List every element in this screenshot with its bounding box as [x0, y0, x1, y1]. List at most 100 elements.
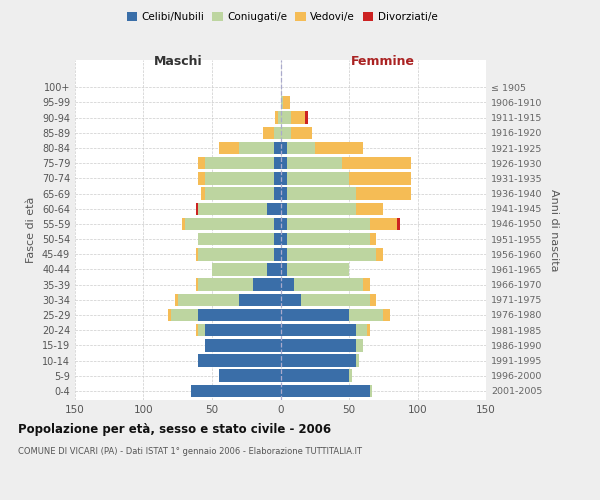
- Bar: [281, 384, 370, 397]
- Bar: [370, 384, 372, 397]
- Text: Femmine: Femmine: [351, 54, 415, 68]
- Y-axis label: Fasce di età: Fasce di età: [26, 197, 36, 263]
- Bar: [274, 126, 281, 139]
- Bar: [205, 188, 274, 200]
- Bar: [349, 309, 383, 321]
- Bar: [287, 188, 356, 200]
- Bar: [292, 126, 312, 139]
- Bar: [292, 112, 305, 124]
- Bar: [267, 202, 281, 215]
- Bar: [212, 263, 267, 276]
- Bar: [305, 112, 308, 124]
- Bar: [281, 96, 283, 108]
- Bar: [281, 263, 287, 276]
- Bar: [205, 157, 274, 170]
- Bar: [196, 278, 198, 291]
- Y-axis label: Anni di nascita: Anni di nascita: [549, 188, 559, 271]
- Bar: [274, 172, 281, 184]
- Bar: [370, 294, 376, 306]
- Bar: [274, 218, 281, 230]
- Bar: [239, 142, 274, 154]
- Bar: [281, 157, 287, 170]
- Bar: [342, 157, 410, 170]
- Bar: [383, 309, 390, 321]
- Bar: [287, 142, 315, 154]
- Bar: [219, 370, 281, 382]
- Bar: [275, 112, 278, 124]
- Bar: [281, 126, 292, 139]
- Bar: [356, 354, 359, 367]
- Bar: [274, 233, 281, 245]
- Bar: [281, 339, 356, 351]
- Bar: [219, 142, 239, 154]
- Bar: [281, 309, 349, 321]
- Bar: [356, 339, 363, 351]
- Bar: [281, 112, 292, 124]
- Bar: [274, 188, 281, 200]
- Bar: [198, 248, 274, 260]
- Bar: [287, 263, 349, 276]
- Bar: [205, 172, 274, 184]
- Bar: [370, 233, 376, 245]
- Bar: [263, 126, 274, 139]
- Bar: [287, 202, 356, 215]
- Bar: [205, 324, 281, 336]
- Bar: [294, 278, 363, 291]
- Bar: [349, 172, 410, 184]
- Bar: [196, 202, 198, 215]
- Bar: [356, 202, 383, 215]
- Bar: [198, 354, 281, 367]
- Bar: [205, 339, 281, 351]
- Bar: [283, 96, 290, 108]
- Bar: [281, 218, 287, 230]
- Bar: [199, 172, 205, 184]
- Bar: [175, 294, 178, 306]
- Bar: [287, 233, 370, 245]
- Bar: [198, 278, 253, 291]
- Bar: [356, 324, 367, 336]
- Bar: [199, 157, 205, 170]
- Bar: [198, 309, 281, 321]
- Bar: [281, 188, 287, 200]
- Bar: [367, 324, 370, 336]
- Text: COMUNE DI VICARI (PA) - Dati ISTAT 1° gennaio 2006 - Elaborazione TUTTITALIA.IT: COMUNE DI VICARI (PA) - Dati ISTAT 1° ge…: [18, 448, 362, 456]
- Bar: [376, 248, 383, 260]
- Bar: [287, 172, 349, 184]
- Bar: [356, 188, 410, 200]
- Bar: [182, 218, 185, 230]
- Bar: [363, 278, 370, 291]
- Bar: [198, 233, 274, 245]
- Bar: [281, 370, 349, 382]
- Bar: [287, 157, 342, 170]
- Bar: [267, 263, 281, 276]
- Bar: [171, 309, 198, 321]
- Bar: [281, 278, 294, 291]
- Bar: [397, 218, 400, 230]
- Bar: [370, 218, 397, 230]
- Bar: [199, 202, 267, 215]
- Bar: [196, 248, 198, 260]
- Bar: [278, 112, 281, 124]
- Bar: [315, 142, 363, 154]
- Bar: [287, 248, 376, 260]
- Bar: [201, 188, 205, 200]
- Bar: [199, 324, 205, 336]
- Bar: [168, 309, 171, 321]
- Bar: [281, 202, 287, 215]
- Bar: [281, 294, 301, 306]
- Bar: [196, 324, 198, 336]
- Bar: [274, 248, 281, 260]
- Bar: [349, 370, 352, 382]
- Bar: [281, 233, 287, 245]
- Bar: [239, 294, 281, 306]
- Bar: [281, 324, 356, 336]
- Bar: [191, 384, 281, 397]
- Bar: [281, 248, 287, 260]
- Bar: [281, 172, 287, 184]
- Bar: [253, 278, 281, 291]
- Bar: [274, 157, 281, 170]
- Bar: [274, 142, 281, 154]
- Legend: Celibi/Nubili, Coniugati/e, Vedovi/e, Divorziati/e: Celibi/Nubili, Coniugati/e, Vedovi/e, Di…: [122, 8, 442, 26]
- Bar: [287, 218, 370, 230]
- Bar: [301, 294, 370, 306]
